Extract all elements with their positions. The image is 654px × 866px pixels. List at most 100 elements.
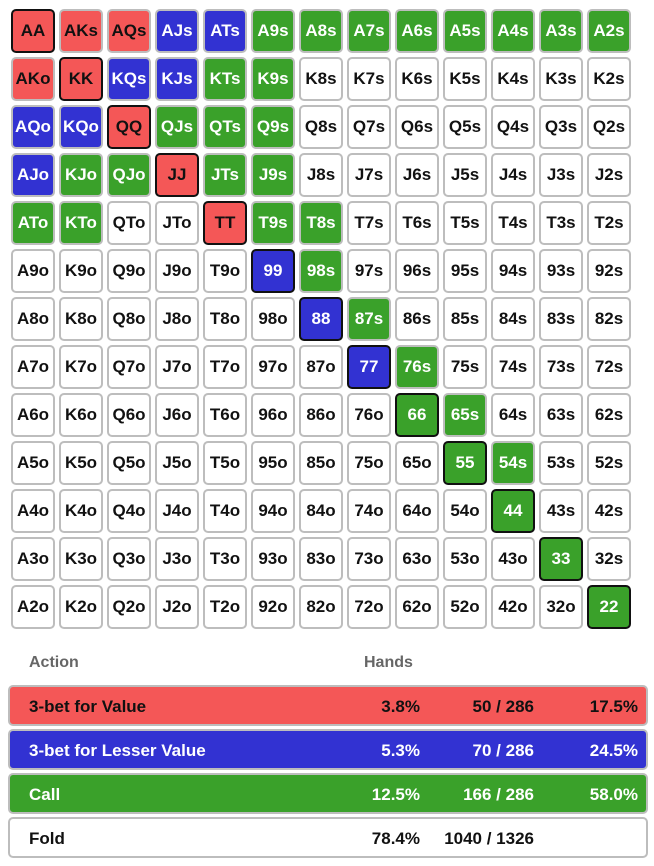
hand-cell-K7s[interactable]: K7s xyxy=(347,57,391,101)
legend-row-3bet-lesser-value[interactable]: 3-bet for Lesser Value 5.3% 70 / 286 24.… xyxy=(8,729,648,770)
hand-cell-J6s[interactable]: J6s xyxy=(395,153,439,197)
hand-cell-J6o[interactable]: J6o xyxy=(155,393,199,437)
hand-cell-92s[interactable]: 92s xyxy=(587,249,631,293)
hand-cell-86s[interactable]: 86s xyxy=(395,297,439,341)
hand-cell-42s[interactable]: 42s xyxy=(587,489,631,533)
hand-cell-J2s[interactable]: J2s xyxy=(587,153,631,197)
hand-cell-52s[interactable]: 52s xyxy=(587,441,631,485)
hand-cell-K8o[interactable]: K8o xyxy=(59,297,103,341)
hand-cell-53s[interactable]: 53s xyxy=(539,441,583,485)
hand-cell-J3o[interactable]: J3o xyxy=(155,537,199,581)
hand-cell-K6o[interactable]: K6o xyxy=(59,393,103,437)
hand-cell-J3s[interactable]: J3s xyxy=(539,153,583,197)
hand-cell-63o[interactable]: 63o xyxy=(395,537,439,581)
hand-cell-J9o[interactable]: J9o xyxy=(155,249,199,293)
hand-cell-T2s[interactable]: T2s xyxy=(587,201,631,245)
hand-cell-K3o[interactable]: K3o xyxy=(59,537,103,581)
hand-cell-75s[interactable]: 75s xyxy=(443,345,487,389)
hand-cell-53o[interactable]: 53o xyxy=(443,537,487,581)
hand-cell-JJ[interactable]: JJ xyxy=(155,153,199,197)
hand-cell-ATo[interactable]: ATo xyxy=(11,201,55,245)
hand-cell-54s[interactable]: 54s xyxy=(491,441,535,485)
legend-row-3bet-value[interactable]: 3-bet for Value 3.8% 50 / 286 17.5% xyxy=(8,685,648,726)
hand-cell-55[interactable]: 55 xyxy=(443,441,487,485)
hand-cell-76o[interactable]: 76o xyxy=(347,393,391,437)
hand-cell-K6s[interactable]: K6s xyxy=(395,57,439,101)
hand-cell-K2o[interactable]: K2o xyxy=(59,585,103,629)
hand-cell-Q6o[interactable]: Q6o xyxy=(107,393,151,437)
hand-cell-95s[interactable]: 95s xyxy=(443,249,487,293)
hand-cell-JTs[interactable]: JTs xyxy=(203,153,247,197)
hand-cell-65o[interactable]: 65o xyxy=(395,441,439,485)
hand-cell-K7o[interactable]: K7o xyxy=(59,345,103,389)
hand-cell-62o[interactable]: 62o xyxy=(395,585,439,629)
hand-cell-84s[interactable]: 84s xyxy=(491,297,535,341)
hand-cell-AQs[interactable]: AQs xyxy=(107,9,151,53)
hand-cell-98o[interactable]: 98o xyxy=(251,297,295,341)
hand-cell-33[interactable]: 33 xyxy=(539,537,583,581)
hand-cell-93s[interactable]: 93s xyxy=(539,249,583,293)
hand-cell-73s[interactable]: 73s xyxy=(539,345,583,389)
hand-cell-A4o[interactable]: A4o xyxy=(11,489,55,533)
hand-cell-QTo[interactable]: QTo xyxy=(107,201,151,245)
hand-cell-84o[interactable]: 84o xyxy=(299,489,343,533)
hand-cell-A6o[interactable]: A6o xyxy=(11,393,55,437)
hand-cell-Q5s[interactable]: Q5s xyxy=(443,105,487,149)
hand-cell-99[interactable]: 99 xyxy=(251,249,295,293)
hand-cell-QJo[interactable]: QJo xyxy=(107,153,151,197)
hand-cell-64s[interactable]: 64s xyxy=(491,393,535,437)
legend-row-fold[interactable]: Fold 78.4% 1040 / 1326 xyxy=(8,817,648,858)
hand-cell-K5s[interactable]: K5s xyxy=(443,57,487,101)
hand-cell-T5s[interactable]: T5s xyxy=(443,201,487,245)
hand-cell-T5o[interactable]: T5o xyxy=(203,441,247,485)
hand-cell-KTs[interactable]: KTs xyxy=(203,57,247,101)
hand-cell-63s[interactable]: 63s xyxy=(539,393,583,437)
hand-cell-Q5o[interactable]: Q5o xyxy=(107,441,151,485)
hand-cell-83s[interactable]: 83s xyxy=(539,297,583,341)
hand-cell-T8s[interactable]: T8s xyxy=(299,201,343,245)
hand-cell-Q7s[interactable]: Q7s xyxy=(347,105,391,149)
hand-cell-Q9o[interactable]: Q9o xyxy=(107,249,151,293)
hand-cell-A7o[interactable]: A7o xyxy=(11,345,55,389)
hand-cell-K8s[interactable]: K8s xyxy=(299,57,343,101)
hand-cell-AKo[interactable]: AKo xyxy=(11,57,55,101)
hand-cell-94s[interactable]: 94s xyxy=(491,249,535,293)
hand-cell-Q7o[interactable]: Q7o xyxy=(107,345,151,389)
hand-cell-86o[interactable]: 86o xyxy=(299,393,343,437)
hand-cell-A7s[interactable]: A7s xyxy=(347,9,391,53)
hand-cell-Q3o[interactable]: Q3o xyxy=(107,537,151,581)
hand-cell-82o[interactable]: 82o xyxy=(299,585,343,629)
hand-cell-43o[interactable]: 43o xyxy=(491,537,535,581)
hand-cell-J5o[interactable]: J5o xyxy=(155,441,199,485)
hand-cell-J2o[interactable]: J2o xyxy=(155,585,199,629)
hand-cell-K3s[interactable]: K3s xyxy=(539,57,583,101)
hand-cell-62s[interactable]: 62s xyxy=(587,393,631,437)
hand-cell-96s[interactable]: 96s xyxy=(395,249,439,293)
hand-cell-K5o[interactable]: K5o xyxy=(59,441,103,485)
hand-cell-KJo[interactable]: KJo xyxy=(59,153,103,197)
hand-cell-83o[interactable]: 83o xyxy=(299,537,343,581)
hand-cell-J7o[interactable]: J7o xyxy=(155,345,199,389)
hand-cell-A4s[interactable]: A4s xyxy=(491,9,535,53)
hand-cell-K9s[interactable]: K9s xyxy=(251,57,295,101)
hand-cell-T7o[interactable]: T7o xyxy=(203,345,247,389)
hand-cell-QTs[interactable]: QTs xyxy=(203,105,247,149)
hand-cell-J9s[interactable]: J9s xyxy=(251,153,295,197)
hand-cell-97s[interactable]: 97s xyxy=(347,249,391,293)
hand-cell-T9s[interactable]: T9s xyxy=(251,201,295,245)
hand-cell-A3s[interactable]: A3s xyxy=(539,9,583,53)
hand-cell-96o[interactable]: 96o xyxy=(251,393,295,437)
hand-cell-QJs[interactable]: QJs xyxy=(155,105,199,149)
hand-cell-J7s[interactable]: J7s xyxy=(347,153,391,197)
hand-cell-Q9s[interactable]: Q9s xyxy=(251,105,295,149)
hand-cell-JTo[interactable]: JTo xyxy=(155,201,199,245)
hand-cell-T3o[interactable]: T3o xyxy=(203,537,247,581)
hand-cell-32o[interactable]: 32o xyxy=(539,585,583,629)
hand-cell-82s[interactable]: 82s xyxy=(587,297,631,341)
hand-cell-75o[interactable]: 75o xyxy=(347,441,391,485)
hand-cell-A2s[interactable]: A2s xyxy=(587,9,631,53)
hand-cell-87s[interactable]: 87s xyxy=(347,297,391,341)
hand-cell-AKs[interactable]: AKs xyxy=(59,9,103,53)
hand-cell-88[interactable]: 88 xyxy=(299,297,343,341)
hand-cell-98s[interactable]: 98s xyxy=(299,249,343,293)
